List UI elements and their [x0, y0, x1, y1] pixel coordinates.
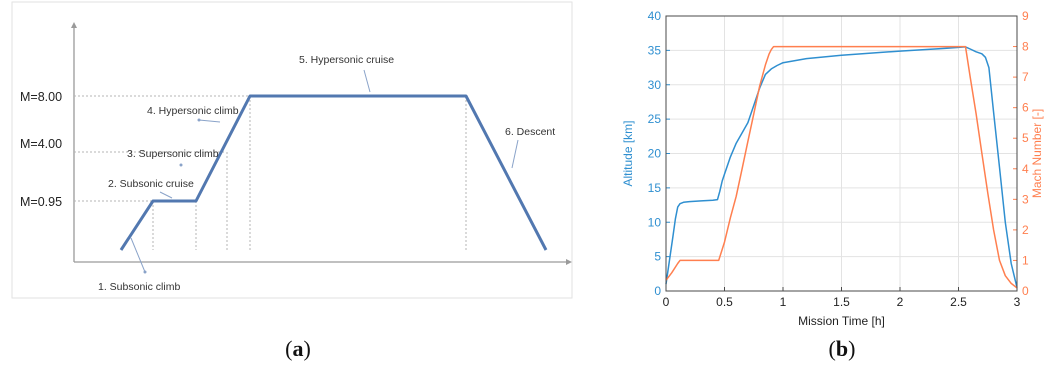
chart-b-y2-tick-7: 7: [1022, 70, 1029, 84]
chart-a-label-mach8: M=8.00: [20, 90, 62, 104]
chart-b-y-tick-5: 25: [648, 112, 662, 126]
chart-b-plot-frame: [665, 15, 1018, 292]
chart-b-y-tick-1: 5: [654, 250, 661, 264]
chart-b-y-tick-6: 30: [648, 78, 662, 92]
chart-b-y-axis-label: Altitude [km]: [621, 120, 635, 186]
chart-a-frame: [11, 1, 573, 299]
chart-b-x-tick-1: 0.5: [716, 295, 733, 309]
chart-b-y2-tick-0: 0: [1022, 284, 1029, 298]
chart-b-x-tick-5: 2.5: [950, 295, 967, 309]
chart-a-label-mach4: M=4.00: [20, 137, 62, 151]
chart-b-y2-tick-4: 4: [1022, 162, 1029, 176]
chart-a-leader-4: [198, 119, 221, 123]
chart-a-leader-5: [363, 69, 371, 93]
chart-b-y2-axis-label: Mach Number [-]: [1030, 109, 1044, 198]
chart-b-y2-tick-6: 6: [1022, 101, 1029, 115]
caption-b: (b): [828, 336, 856, 361]
chart-a-label-mach095: M=0.95: [20, 195, 62, 209]
chart-b-series: [665, 45, 1018, 289]
chart-a-phase-2: 2. Subsonic cruise: [108, 178, 194, 190]
chart-a-leader-dot-1: [143, 270, 147, 274]
chart-b-y2-tick-1: 1: [1022, 253, 1029, 267]
caption-a: (a): [285, 336, 311, 361]
chart-b-x-tick-0: 0: [663, 295, 670, 309]
chart-a-phase-4: 4. Hypersonic climb: [147, 105, 239, 117]
chart-b-y2-tick-5: 5: [1022, 131, 1029, 145]
chart-b-x-axis-label: Mission Time [h]: [798, 314, 885, 328]
chart-a-y-arrow: [71, 22, 77, 28]
chart-a-leader-dot-4: [197, 118, 201, 122]
chart-a-leader-6: [511, 139, 519, 169]
chart-a: M=8.00 M=4.00 M=0.95 1. Subsonic climb 2…: [11, 1, 573, 299]
chart-b-y2-tick-9: 9: [1022, 9, 1029, 23]
chart-a-phase-5: 5. Hypersonic cruise: [299, 54, 394, 66]
chart-b-y-tick-0: 0: [654, 284, 661, 298]
chart-b-y-tick-8: 40: [648, 9, 662, 23]
chart-b: 0 0.5 1 1.5 2 2.5 305101520253035400123456789 …: [621, 9, 1044, 328]
chart-b-y-tick-4: 20: [648, 147, 662, 161]
chart-a-phase-3: 3. Supersonic climb: [127, 148, 219, 160]
chart-b-x-tick-4: 2: [897, 295, 904, 309]
chart-b-y-tick-3: 15: [648, 181, 662, 195]
chart-b-x-tick-6: 3: [1014, 295, 1021, 309]
chart-a-leader-2: [159, 191, 173, 199]
chart-b-y2-tick-3: 3: [1022, 192, 1029, 206]
chart-a-phase-6: 6. Descent: [505, 126, 555, 138]
chart-b-series-mach: [665, 45, 1018, 289]
chart-a-leader-dot-3: [179, 163, 183, 167]
chart-a-leader-1: [130, 237, 146, 273]
chart-a-profile-line: [119, 94, 548, 251]
chart-a-phase-1: 1. Subsonic climb: [98, 281, 180, 293]
chart-b-y2-tick-2: 2: [1022, 223, 1029, 237]
chart-a-x-arrow: [566, 259, 572, 265]
chart-b-y-tick-2: 10: [648, 215, 662, 229]
chart-b-grid: [665, 15, 1018, 292]
chart-b-y2-tick-8: 8: [1022, 40, 1029, 54]
chart-b-y-tick-7: 35: [648, 43, 662, 57]
chart-b-x-tick-3: 1.5: [833, 295, 850, 309]
chart-b-x-tick-2: 1: [780, 295, 787, 309]
